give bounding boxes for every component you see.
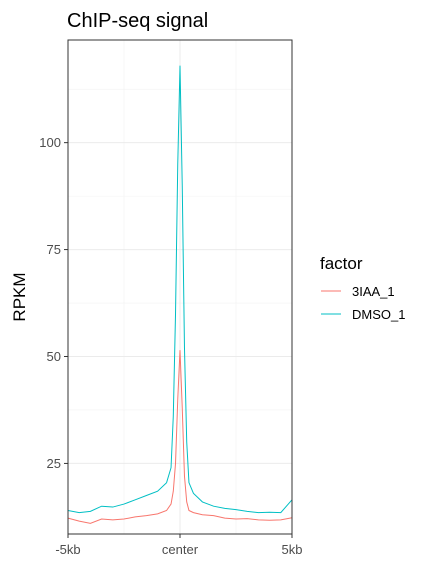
legend-title: factor — [320, 254, 363, 273]
series-line-dmso-1 — [67, 65, 293, 514]
x-tick-label: center — [162, 542, 199, 557]
y-axis-label: RPKM — [10, 272, 29, 321]
y-tick-label: 100 — [39, 135, 61, 150]
y-axis: 25 50 75 100 — [39, 135, 68, 471]
legend: factor 3IAA_1 DMSO_1 — [320, 254, 405, 322]
series-line-3iaa-1 — [67, 350, 293, 524]
chart-title: ChIP-seq signal — [67, 10, 208, 32]
series-lines — [67, 65, 293, 524]
y-tick-label: 25 — [47, 456, 61, 471]
gridlines — [67, 40, 293, 534]
y-tick-label: 75 — [47, 242, 61, 257]
x-tick-label: -5kb — [55, 542, 80, 557]
x-axis: -5kb center 5kb — [55, 534, 302, 557]
legend-label-dmso-1: DMSO_1 — [352, 307, 405, 322]
x-tick-label: 5kb — [282, 542, 303, 557]
y-tick-label: 50 — [47, 349, 61, 364]
legend-label-3iaa-1: 3IAA_1 — [352, 284, 395, 299]
